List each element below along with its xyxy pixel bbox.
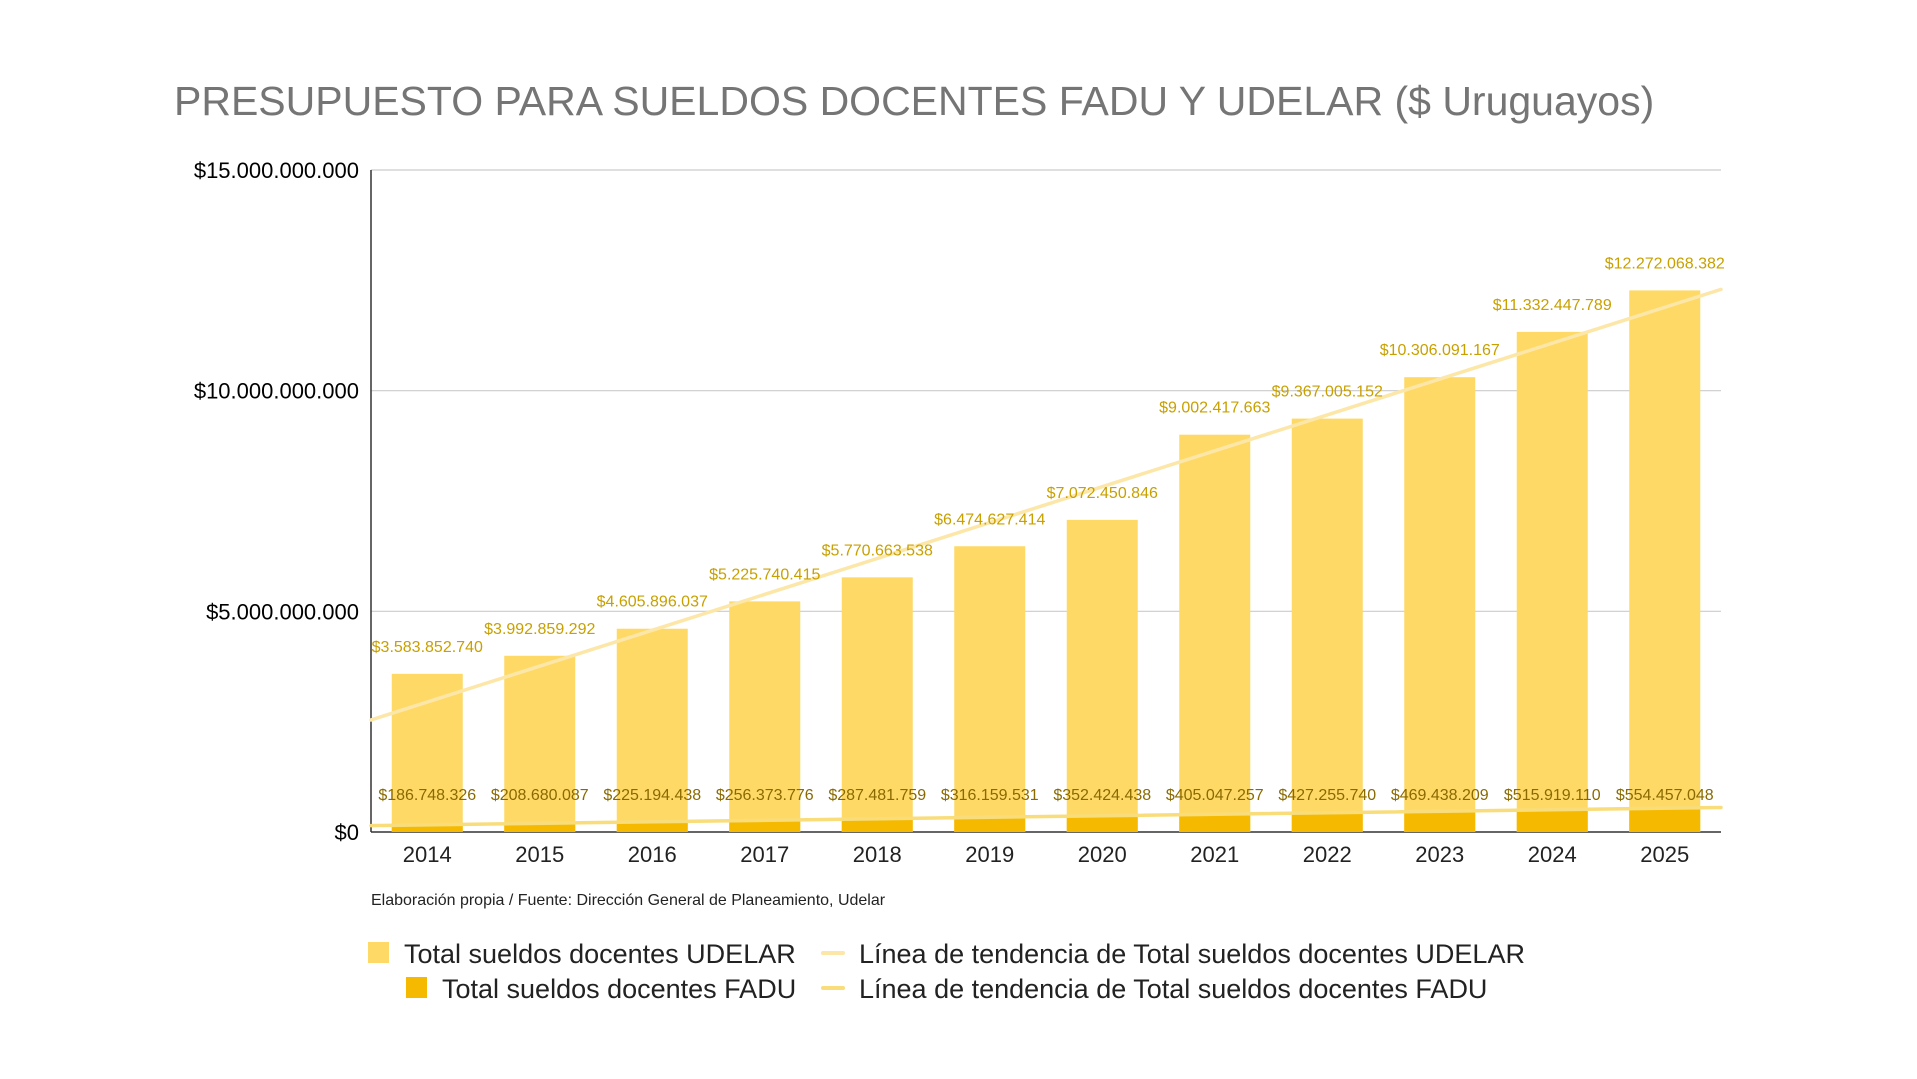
- data-label-fadu: $515.919.110: [1504, 787, 1601, 804]
- bar-fadu: [616, 822, 688, 832]
- data-label-fadu: $469.438.209: [1391, 787, 1489, 804]
- trendline-1: [369, 805, 1723, 828]
- bar-fadu: [391, 823, 463, 832]
- data-label-fadu: $316.159.531: [941, 787, 1039, 804]
- data-label-udelar: $6.474.627.414: [934, 511, 1045, 528]
- x-tick-label: 2022: [1303, 842, 1352, 867]
- data-label-udelar: $11.332.447.789: [1493, 297, 1612, 314]
- data-label-fadu: $208.680.087: [491, 787, 589, 804]
- data-label-fadu: $405.047.257: [1166, 787, 1264, 804]
- data-label-udelar: $5.225.740.415: [709, 566, 820, 583]
- data-label-udelar: $5.770.663.538: [822, 542, 933, 559]
- x-tick-label: 2024: [1528, 842, 1577, 867]
- x-tick-label: 2023: [1415, 842, 1464, 867]
- legend-item-fadu-trend-label: Línea de tendencia de Total sueldos doce…: [859, 974, 1487, 1004]
- bar-udelar: [1404, 377, 1476, 832]
- data-label-udelar: $7.072.450.846: [1047, 485, 1158, 502]
- data-label-udelar: $3.583.852.740: [372, 639, 483, 656]
- x-tick-label: 2015: [515, 842, 564, 867]
- bar-fadu: [1516, 809, 1588, 832]
- x-tick-label: 2020: [1078, 842, 1127, 867]
- source-note: Elaboración propia / Fuente: Dirección G…: [371, 892, 886, 909]
- legend-item-fadu-swatch: [406, 977, 427, 998]
- chart-title: PRESUPUESTO PARA SUELDOS DOCENTES FADU Y…: [174, 78, 1654, 124]
- bar-udelar: [1629, 290, 1701, 832]
- data-label-udelar: $9.367.005.152: [1272, 384, 1383, 401]
- legend: Total sueldos docentes UDELAR Línea de te…: [368, 939, 1525, 1004]
- x-tick-label: 2016: [628, 842, 677, 867]
- bar-fadu: [954, 818, 1026, 832]
- data-label-fadu: $225.194.438: [603, 787, 701, 804]
- trendline-0: [369, 287, 1723, 722]
- x-tick-label: 2018: [853, 842, 902, 867]
- bar-fadu: [1179, 814, 1251, 832]
- y-tick-label: $0: [335, 820, 359, 845]
- y-tick-label: $10.000.000.000: [194, 379, 359, 404]
- bar-fadu: [1629, 807, 1701, 832]
- bar-udelar: [504, 655, 576, 832]
- data-label-fadu: $554.457.048: [1616, 787, 1714, 804]
- data-label-fadu: $287.481.759: [828, 787, 926, 804]
- bars: [391, 290, 1701, 832]
- y-axis-ticks: $0 $5.000.000.000 $10.000.000.000 $15.000.0…: [194, 158, 359, 845]
- bar-udelar: [391, 673, 463, 832]
- data-label-udelar: $9.002.417.663: [1159, 400, 1270, 417]
- data-label-fadu: $256.373.776: [716, 787, 814, 804]
- bar-udelar: [729, 601, 801, 832]
- data-label-fadu: $427.255.740: [1278, 787, 1376, 804]
- data-labels: $3.583.852.740$3.992.859.292$4.605.896.0…: [372, 255, 1725, 804]
- bar-fadu: [1291, 813, 1363, 832]
- legend-item-fadu-label: Total sueldos docentes FADU: [442, 974, 796, 1004]
- bar-fadu: [1066, 816, 1138, 832]
- data-label-udelar: $10.306.091.167: [1380, 342, 1500, 359]
- bar-udelar: [841, 577, 913, 832]
- data-label-udelar: $3.992.859.292: [484, 621, 595, 638]
- bar-fadu: [729, 820, 801, 832]
- grid: [370, 169, 1721, 833]
- y-tick-label: $15.000.000.000: [194, 158, 359, 183]
- bar-udelar: [1516, 331, 1588, 832]
- x-tick-label: 2014: [403, 842, 452, 867]
- bar-fadu: [841, 819, 913, 832]
- bar-udelar: [1291, 418, 1363, 832]
- trendlines: [369, 287, 1723, 828]
- legend-item-udelar-trend-label: Línea de tendencia de Total sueldos doce…: [859, 939, 1525, 969]
- bar-udelar: [616, 628, 688, 832]
- legend-item-udelar-swatch: [368, 942, 389, 963]
- legend-item-udelar-label: Total sueldos docentes UDELAR: [404, 939, 796, 969]
- y-tick-label: $5.000.000.000: [206, 599, 359, 624]
- bar-fadu: [504, 822, 576, 832]
- bar-fadu: [1404, 811, 1476, 832]
- x-tick-label: 2019: [965, 842, 1014, 867]
- data-label-fadu: $186.748.326: [378, 787, 476, 804]
- x-tick-label: 2017: [740, 842, 789, 867]
- x-tick-label: 2021: [1190, 842, 1239, 867]
- data-label-udelar: $4.605.896.037: [597, 594, 708, 611]
- bar-udelar: [1066, 519, 1138, 832]
- data-label-fadu: $352.424.438: [1053, 787, 1151, 804]
- x-tick-label: 2025: [1640, 842, 1689, 867]
- data-label-udelar: $12.272.068.382: [1605, 255, 1725, 272]
- bar-udelar: [954, 546, 1026, 832]
- bar-udelar: [1179, 434, 1251, 832]
- x-axis-ticks: 2014 2015 2016 2017 2018 2019 2020 2021 2022 2023…: [403, 842, 1689, 867]
